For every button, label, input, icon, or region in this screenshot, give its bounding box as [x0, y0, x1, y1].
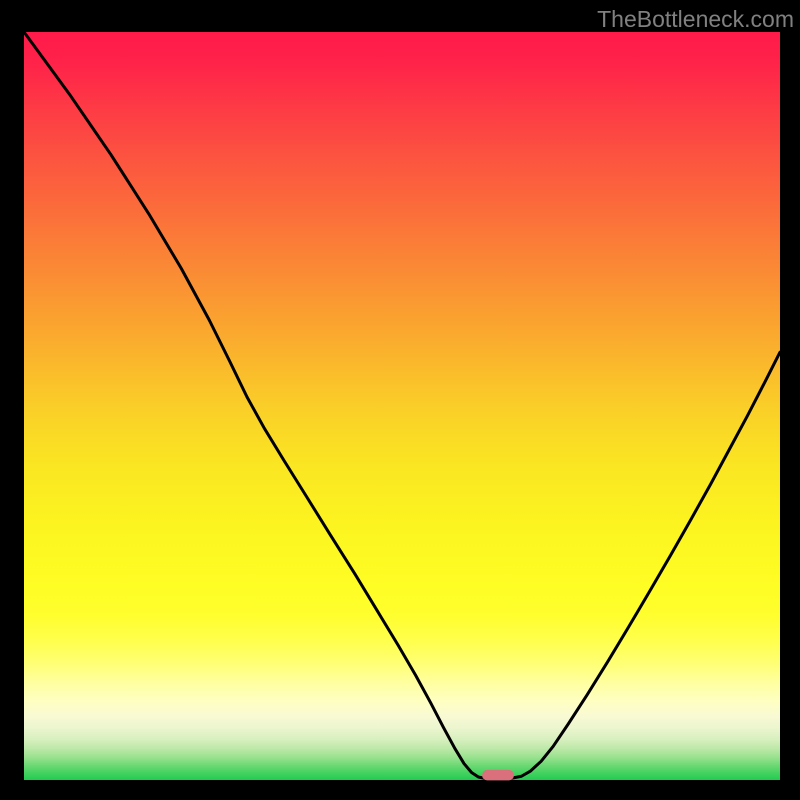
plot-area — [24, 32, 780, 780]
watermark-text: TheBottleneck.com — [597, 6, 794, 33]
chart-container: TheBottleneck.com — [0, 0, 800, 800]
bottleneck-curve — [24, 32, 780, 779]
optimal-marker — [482, 770, 514, 780]
curve-layer — [24, 32, 780, 780]
